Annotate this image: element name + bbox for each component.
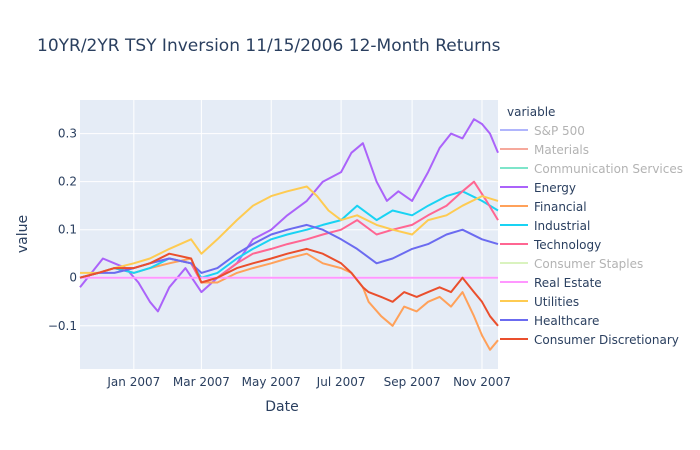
y-tick-label: −0.1 xyxy=(48,319,77,333)
legend-label: Materials xyxy=(534,143,589,157)
legend-item[interactable]: Healthcare xyxy=(500,314,599,328)
y-tick-label: 0 xyxy=(69,271,77,285)
legend-item[interactable]: S&P 500 xyxy=(500,124,585,138)
legend-label: Consumer Staples xyxy=(534,257,643,271)
y-tick-label: 0.3 xyxy=(58,127,77,141)
y-tick-label: 0.2 xyxy=(58,175,77,189)
legend-item[interactable]: Consumer Staples xyxy=(500,257,643,271)
x-tick-label: Mar 2007 xyxy=(173,375,230,389)
series-line-industrial[interactable] xyxy=(79,190,499,279)
legend-item[interactable]: Technology xyxy=(500,238,601,252)
legend-label: Real Estate xyxy=(534,276,602,290)
legend-item[interactable]: Real Estate xyxy=(500,276,602,290)
legend-label: Consumer Discretionary xyxy=(534,333,679,347)
legend-item[interactable]: Energy xyxy=(500,181,576,195)
series-line-utilities[interactable] xyxy=(80,185,499,274)
legend-item[interactable]: Industrial xyxy=(500,219,590,233)
y-axis-title: value xyxy=(15,215,31,253)
legend-label: Industrial xyxy=(534,219,590,233)
x-tick-label: May 2007 xyxy=(242,375,301,389)
legend-item[interactable]: Communication Services xyxy=(500,162,683,176)
legend-label: Communication Services xyxy=(534,162,683,176)
chart-title: 10YR/2YR TSY Inversion 11/15/2006 12-Mon… xyxy=(37,36,501,56)
series-line-financial[interactable] xyxy=(79,252,499,351)
x-tick-label: Sep 2007 xyxy=(384,375,441,389)
legend-label: Healthcare xyxy=(534,314,599,328)
legend-item[interactable]: Utilities xyxy=(500,295,579,309)
x-tick-label: Jan 2007 xyxy=(106,375,160,389)
legend-label: S&P 500 xyxy=(534,124,585,138)
x-tick-label: Nov 2007 xyxy=(453,375,511,389)
legend-label: Energy xyxy=(534,181,576,195)
x-tick-label: Jul 2007 xyxy=(316,375,366,389)
legend: variable S&P 500 Materials Communication S… xyxy=(500,105,683,347)
series-lines xyxy=(79,118,499,351)
legend-label: Financial xyxy=(534,200,587,214)
series-line-energy[interactable] xyxy=(79,118,499,313)
x-axis-ticks: Jan 2007 Mar 2007 May 2007 Jul 2007 Sep 2007… xyxy=(106,375,510,389)
legend-label: Technology xyxy=(533,238,601,252)
y-axis-ticks: −0.1 0 0.1 0.2 0.3 xyxy=(48,127,77,333)
legend-item[interactable]: Consumer Discretionary xyxy=(500,333,679,347)
series-line-consumer-discretionary[interactable] xyxy=(79,247,499,327)
legend-item[interactable]: Financial xyxy=(500,200,587,214)
x-axis-title: Date xyxy=(265,399,298,415)
y-tick-label: 0.1 xyxy=(58,223,77,237)
legend-label: Utilities xyxy=(534,295,579,309)
legend-title: variable xyxy=(507,105,555,119)
legend-item[interactable]: Materials xyxy=(500,143,589,157)
